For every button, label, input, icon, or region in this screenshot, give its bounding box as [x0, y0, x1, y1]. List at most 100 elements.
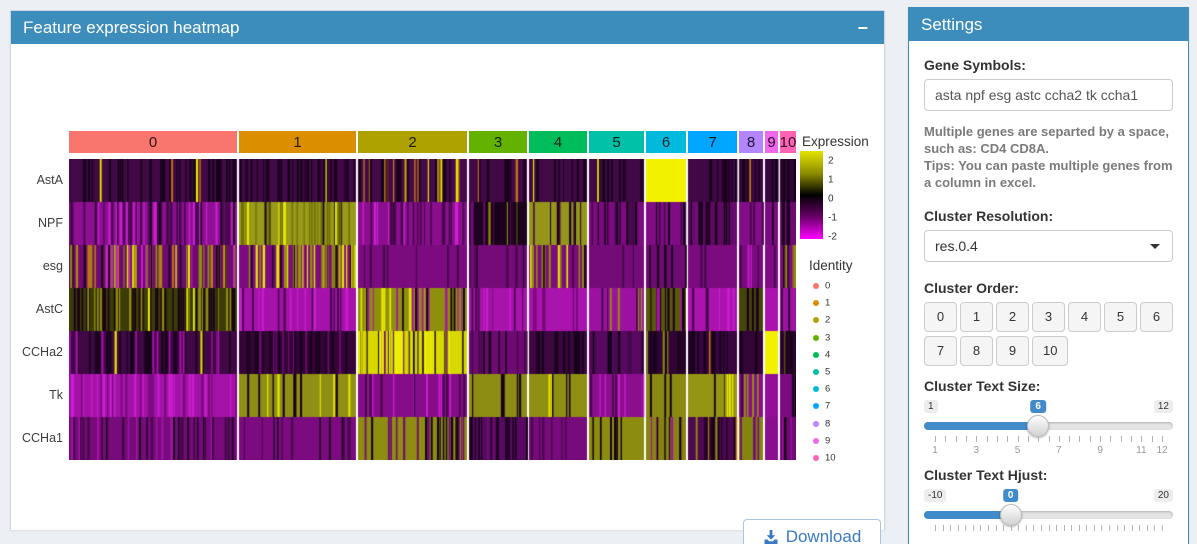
cluster-band-label: 9 — [767, 133, 776, 151]
slider-tick — [1058, 435, 1060, 442]
slider-tick — [1018, 524, 1020, 531]
cluster-order-label: Cluster Order: — [924, 279, 1019, 296]
cluster-order-button-1[interactable]: 1 — [960, 301, 993, 332]
cluster-order-buttons: 0 1 2 3 4 5 6 7 8 9 10 — [924, 301, 1173, 366]
slider-track[interactable] — [924, 510, 1173, 519]
heatmap-canvas — [69, 159, 796, 460]
identity-label: 4 — [825, 349, 831, 361]
slider-tick — [1139, 524, 1141, 531]
settings-panel-title: Settings — [921, 14, 983, 34]
cluster-order-button-7[interactable]: 7 — [924, 335, 957, 366]
slider-tick — [935, 524, 936, 531]
slider-tick — [1116, 524, 1118, 531]
slider-tick — [945, 435, 947, 442]
download-icon — [764, 530, 778, 544]
slider-grid-label: 7 — [1056, 444, 1062, 456]
slider-max-badge: 20 — [1153, 488, 1173, 502]
slider-fill — [924, 421, 1039, 430]
slider-tick — [1040, 524, 1042, 531]
cluster-band-label: 6 — [661, 133, 671, 151]
gene-label: CCHa2 — [22, 345, 63, 359]
gene-symbols-label: Gene Symbols: — [924, 57, 1026, 73]
cluster-order-button-3[interactable]: 3 — [1032, 301, 1065, 332]
identity-label: 2 — [825, 314, 831, 326]
gene-label: CCHa1 — [22, 431, 63, 445]
cluster-order-button-2[interactable]: 2 — [996, 301, 1029, 332]
slider-grid — [924, 524, 1173, 544]
cluster-order-button-5[interactable]: 5 — [1104, 301, 1137, 332]
cluster-text-size-slider[interactable]: 1 12 6 1 3 5 7 9 11 12 — [924, 399, 1173, 458]
slider-tick — [935, 435, 936, 442]
cluster-resolution-select[interactable]: res.0.4 — [924, 229, 1173, 262]
collapse-button[interactable]: − — [853, 19, 872, 37]
slider-tick — [1048, 435, 1050, 442]
cluster-order-button-0[interactable]: 0 — [924, 301, 957, 332]
cluster-band-segment: 9 — [765, 131, 778, 153]
download-button[interactable]: Download — [743, 519, 881, 544]
identity-dot — [813, 403, 819, 410]
download-button-label: Download — [785, 527, 862, 544]
slider-min-badge: -10 — [924, 488, 947, 502]
slider-tick — [957, 524, 959, 531]
identity-label: 3 — [825, 332, 831, 344]
heatmap-panel-header: Feature expression heatmap − — [11, 11, 884, 44]
slider-tick — [1162, 435, 1163, 442]
slider-tick — [1038, 435, 1040, 442]
slider-tick — [1146, 524, 1148, 531]
gene-symbols-input[interactable] — [924, 79, 1173, 111]
cluster-band-segment: 10 — [780, 131, 796, 153]
slider-handle[interactable] — [999, 503, 1022, 526]
slider-tick — [1131, 435, 1133, 442]
slider-tick — [1007, 435, 1009, 442]
slider-tick — [965, 524, 967, 531]
cluster-order-button-8[interactable]: 8 — [960, 335, 993, 366]
slider-max-badge: 12 — [1153, 399, 1173, 413]
slider-grid-label: 1 — [932, 444, 938, 456]
identity-dot — [813, 386, 819, 393]
cluster-order-button-10[interactable]: 10 — [1032, 335, 1069, 366]
slider-value-badge: 0 — [1002, 488, 1019, 502]
cluster-order-button-9[interactable]: 9 — [996, 335, 1029, 366]
cluster-band-label: 10 — [779, 133, 796, 151]
slider-tick — [986, 435, 988, 442]
slider-tick — [955, 435, 957, 442]
slider-tick — [1109, 524, 1111, 531]
slider-tick — [1100, 435, 1102, 442]
cluster-band-segment: 8 — [739, 131, 763, 153]
slider-grid-label: 12 — [1156, 444, 1168, 456]
slider-min-badge: 1 — [924, 399, 938, 413]
cluster-resolution-label: Cluster Resolution: — [924, 207, 1054, 224]
cluster-band-segment: 6 — [646, 131, 686, 153]
slider-tick — [1154, 524, 1156, 531]
slider-tick — [1010, 524, 1012, 531]
cluster-text-hjust-slider[interactable]: -10 20 0 — [924, 488, 1173, 544]
identity-dot — [813, 437, 819, 444]
cluster-order-button-6[interactable]: 6 — [1140, 301, 1173, 332]
slider-grid-label: 9 — [1097, 444, 1103, 456]
gene-label: esg — [42, 259, 63, 273]
slider-grid-label: 5 — [1014, 444, 1021, 456]
slider-tick — [1141, 435, 1143, 442]
cluster-band-label: 2 — [408, 133, 417, 151]
expression-tick-label: 1 — [828, 174, 834, 186]
cluster-band-segment: 5 — [589, 131, 644, 153]
slider-tick — [1101, 524, 1103, 531]
settings-panel: Settings Gene Symbols: Multiple genes ar… — [908, 7, 1189, 544]
cluster-order-button-4[interactable]: 4 — [1068, 301, 1101, 332]
slider-fill — [924, 510, 1011, 519]
slider-tick — [972, 524, 974, 531]
identity-dot — [813, 317, 819, 324]
identity-label: 8 — [825, 418, 831, 430]
expression-colorbar — [800, 151, 823, 239]
slider-tick — [1151, 435, 1153, 442]
identity-label: 1 — [825, 297, 831, 309]
expression-legend-title: Expression — [802, 134, 869, 149]
identity-label: 5 — [825, 366, 831, 378]
cluster-band-segment: 0 — [69, 131, 237, 153]
chevron-down-icon — [1150, 243, 1160, 249]
slider-handle[interactable] — [1027, 414, 1050, 437]
gene-label: Tk — [49, 388, 63, 402]
slider-tick — [1079, 435, 1081, 442]
